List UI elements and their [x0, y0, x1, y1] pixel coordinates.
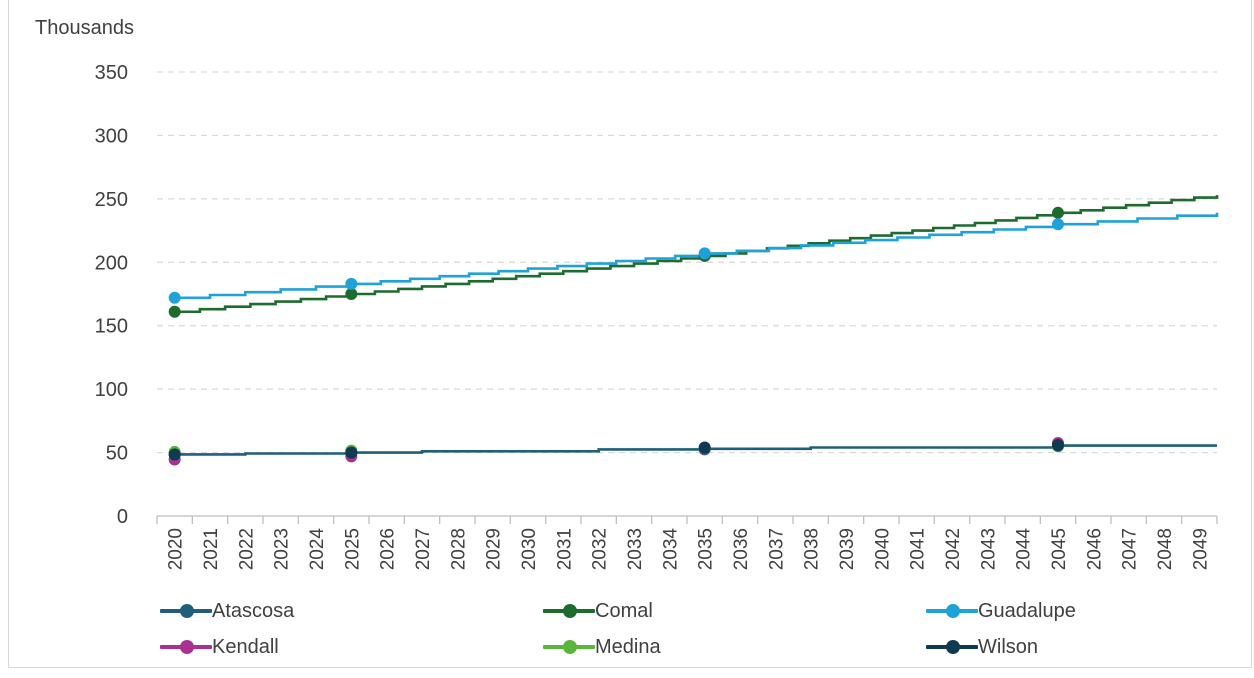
legend-label-guadalupe: Guadalupe [978, 599, 1076, 622]
x-tick-label: 2028 [448, 528, 469, 570]
data-point-wilson-2025 [345, 446, 358, 459]
x-tick-label: 2048 [1155, 528, 1176, 570]
legend-swatch-medina [543, 637, 595, 657]
y-tick-label: 150 [95, 316, 128, 338]
x-tick-label: 2024 [307, 528, 328, 571]
unit-label: Thousands [35, 17, 134, 39]
legend-item-kendall[interactable]: Kendall [160, 633, 279, 661]
x-tick-label: 2041 [908, 528, 929, 570]
data-point-guadalupe-2020 [168, 291, 181, 304]
legend-label-atascosa: Atascosa [212, 599, 295, 622]
x-tick-label: 2046 [1084, 528, 1105, 570]
x-tick-label: 2042 [943, 528, 964, 570]
x-tick-label: 2047 [1120, 528, 1141, 570]
x-tick-label: 2036 [731, 528, 752, 570]
legend-label-medina: Medina [595, 635, 661, 658]
legend-label-comal: Comal [595, 599, 653, 622]
legend-item-atascosa[interactable]: Atascosa [160, 597, 294, 625]
legend-item-guadalupe[interactable]: Guadalupe [926, 597, 1076, 625]
data-point-guadalupe-2045 [1052, 218, 1064, 231]
x-tick-label: 2040 [872, 528, 893, 570]
x-tick-label: 2045 [1049, 528, 1070, 570]
legend-swatch-wilson [926, 637, 978, 657]
chart-frame [8, 0, 1252, 668]
x-tick-label: 2033 [625, 528, 646, 570]
x-tick-label: 2026 [378, 528, 399, 570]
x-tick-label: 2044 [1014, 528, 1035, 571]
legend-swatch-comal [543, 601, 595, 621]
data-point-wilson-2020 [168, 448, 181, 461]
x-tick-label: 2020 [166, 528, 187, 570]
x-tick-label: 2038 [802, 528, 823, 570]
data-point-comal-2025 [345, 288, 358, 300]
x-tick-label: 2027 [413, 528, 434, 570]
x-tick-label: 2023 [272, 528, 293, 570]
x-tick-label: 2032 [590, 528, 611, 570]
x-tick-label: 2049 [1190, 528, 1211, 570]
legend-swatch-guadalupe [926, 601, 978, 621]
data-point-comal-2020 [168, 305, 181, 318]
legend-item-comal[interactable]: Comal [543, 597, 653, 625]
x-tick-label: 2043 [978, 528, 999, 570]
x-tick-label: 2025 [342, 528, 363, 570]
y-tick-label: 200 [95, 252, 128, 274]
data-point-comal-2045 [1052, 206, 1064, 219]
data-point-wilson-2035 [698, 441, 711, 454]
y-tick-label: 300 [95, 125, 128, 147]
x-tick-label: 2039 [837, 528, 858, 570]
legend-swatch-atascosa [160, 601, 212, 621]
legend-item-wilson[interactable]: Wilson [926, 633, 1038, 661]
data-point-wilson-2045 [1052, 438, 1064, 451]
x-tick-label: 2031 [554, 528, 575, 570]
y-tick-label: 100 [95, 379, 128, 401]
y-tick-label: 250 [95, 189, 128, 211]
x-tick-label: 2037 [766, 528, 787, 570]
x-tick-label: 2030 [519, 528, 540, 570]
series-line-atascosa [174, 444, 1217, 456]
x-tick-label: 2035 [696, 528, 717, 570]
x-tick-label: 2029 [484, 528, 505, 570]
y-tick-label: 350 [95, 62, 128, 84]
x-tick-label: 2034 [660, 528, 681, 571]
x-tick-label: 2022 [236, 528, 257, 570]
legend-swatch-kendall [160, 637, 212, 657]
x-tick-label: 2021 [201, 528, 222, 570]
y-tick-label: 50 [106, 443, 128, 465]
y-tick-label: 0 [117, 506, 128, 528]
data-point-guadalupe-2025 [345, 277, 358, 290]
data-point-guadalupe-2035 [698, 247, 711, 260]
legend-item-medina[interactable]: Medina [543, 633, 661, 661]
legend-label-kendall: Kendall [212, 635, 279, 658]
series-line-guadalupe [174, 212, 1219, 300]
legend-label-wilson: Wilson [978, 635, 1039, 658]
